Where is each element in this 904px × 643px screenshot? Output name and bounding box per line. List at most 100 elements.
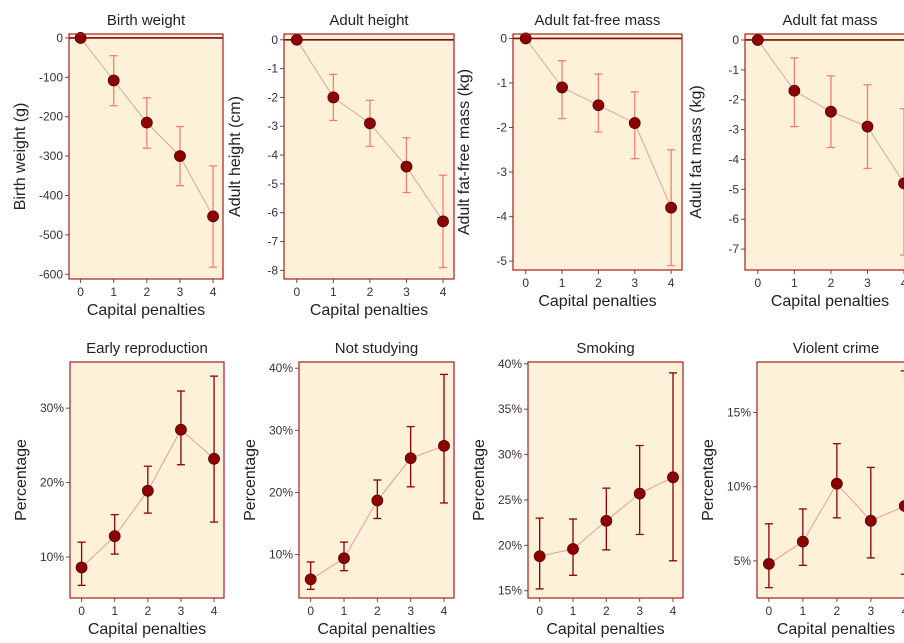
data-point xyxy=(831,478,842,489)
x-tick-label: 4 xyxy=(440,285,447,299)
y-tick-label: 15% xyxy=(727,405,751,419)
data-point xyxy=(634,488,645,499)
plot-background xyxy=(284,34,454,279)
y-tick-label: -3 xyxy=(728,123,739,137)
data-point xyxy=(534,551,545,562)
data-point xyxy=(629,118,640,129)
chart-panel-7: Smoking 15% 20% 25% 30% 35% 40% 0 1 2 3 4 Capital pe… xyxy=(471,340,683,638)
data-point xyxy=(208,211,219,222)
y-axis-label: Percentage xyxy=(13,439,30,521)
y-tick-label: -1 xyxy=(267,62,278,76)
y-tick-label: -300 xyxy=(39,149,63,163)
x-tick-label: 3 xyxy=(403,285,410,299)
x-tick-label: 0 xyxy=(522,276,529,290)
x-tick-label: 0 xyxy=(293,285,300,299)
y-tick-label: -6 xyxy=(728,212,739,226)
data-point xyxy=(666,202,677,213)
y-tick-label: 35% xyxy=(498,402,522,416)
chart-title: Violent crime xyxy=(793,340,879,357)
y-tick-label: 25% xyxy=(498,493,522,507)
y-tick-label: -500 xyxy=(39,228,63,242)
y-tick-label: 10% xyxy=(40,550,64,564)
y-tick-label: 30% xyxy=(40,401,64,415)
y-axis-label: Percentage xyxy=(242,439,259,521)
x-tick-label: 2 xyxy=(603,604,610,618)
y-tick-label: -200 xyxy=(39,110,63,124)
chart-panel-4: Adult fat mass 0 -1 -2 -3 -4 -5 -6 -7 0 1 2 3 4 Capita… xyxy=(688,12,904,310)
chart-title: Smoking xyxy=(576,340,634,357)
y-axis-label: Adult fat mass (kg) xyxy=(688,85,705,218)
chart-panel-2: Adult height 0 -1 -2 -3 -4 -5 -6 -7 -8 0 1 2 3 4 Capita… xyxy=(227,12,454,319)
data-point xyxy=(142,485,153,496)
x-tick-label: 2 xyxy=(834,604,841,618)
y-tick-label: -600 xyxy=(39,267,63,281)
x-tick-label: 3 xyxy=(864,276,871,290)
x-axis-label: Capital penalties xyxy=(777,621,895,638)
chart-panel-5: Early reproduction 10% 20% 30% 0 1 2 3 4 Capital … xyxy=(13,340,224,638)
y-tick-label: 0 xyxy=(732,33,739,47)
y-tick-label: -2 xyxy=(496,121,507,135)
x-tick-label: 1 xyxy=(110,285,117,299)
data-point xyxy=(601,515,612,526)
data-point xyxy=(141,117,152,128)
data-point xyxy=(328,92,339,103)
y-tick-label: -1 xyxy=(496,76,507,90)
x-tick-label: 0 xyxy=(78,604,85,618)
x-tick-label: 2 xyxy=(367,285,374,299)
y-tick-label: 40% xyxy=(498,357,522,371)
x-tick-label: 2 xyxy=(828,276,835,290)
data-point xyxy=(593,100,604,111)
x-tick-label: 3 xyxy=(631,276,638,290)
x-tick-label: 1 xyxy=(791,276,798,290)
chart-title: Early reproduction xyxy=(86,340,208,357)
data-point xyxy=(763,558,774,569)
chart-title: Birth weight xyxy=(107,12,186,29)
data-point xyxy=(364,118,375,129)
y-tick-label: 0 xyxy=(271,33,278,47)
y-tick-label: 0 xyxy=(56,31,63,45)
x-axis-label: Capital penalties xyxy=(771,293,889,310)
y-axis-label: Percentage xyxy=(471,439,488,521)
data-point xyxy=(305,574,316,585)
y-tick-label: -3 xyxy=(267,119,278,133)
data-point xyxy=(752,34,763,45)
plot-background xyxy=(528,362,683,598)
y-tick-label: 10% xyxy=(269,548,293,562)
data-point xyxy=(372,495,383,506)
x-tick-label: 4 xyxy=(210,285,217,299)
plot-background xyxy=(757,362,904,598)
x-tick-label: 0 xyxy=(536,604,543,618)
data-point xyxy=(568,543,579,554)
y-tick-label: 30% xyxy=(269,423,293,437)
y-axis-label: Adult fat-free mass (kg) xyxy=(456,69,473,235)
data-point xyxy=(175,424,186,435)
data-point xyxy=(108,75,119,86)
x-axis-label: Capital penalties xyxy=(538,293,656,310)
x-tick-label: 3 xyxy=(867,604,874,618)
x-tick-label: 1 xyxy=(111,604,118,618)
x-tick-label: 3 xyxy=(407,604,414,618)
y-tick-label: -6 xyxy=(267,206,278,220)
x-tick-label: 3 xyxy=(636,604,643,618)
y-tick-label: 10% xyxy=(727,480,751,494)
x-tick-label: 4 xyxy=(670,604,677,618)
data-point xyxy=(339,553,350,564)
y-tick-label: -2 xyxy=(267,90,278,104)
y-tick-label: -1 xyxy=(728,63,739,77)
x-tick-label: 1 xyxy=(330,285,337,299)
x-tick-label: 1 xyxy=(341,604,348,618)
y-tick-label: 20% xyxy=(498,538,522,552)
data-point xyxy=(209,453,220,464)
y-tick-label: 20% xyxy=(40,476,64,490)
chart-panel-8: Violent crime5%10%15%01234Capital penalt… xyxy=(700,340,904,638)
y-tick-label: -100 xyxy=(39,70,63,84)
data-point xyxy=(825,106,836,117)
chart-title: Adult fat-free mass xyxy=(535,12,661,29)
x-tick-label: 1 xyxy=(559,276,566,290)
chart-title: Adult fat mass xyxy=(782,12,877,29)
x-axis-label: Capital penalties xyxy=(87,302,205,319)
y-tick-label: -4 xyxy=(728,152,739,166)
chart-title: Not studying xyxy=(335,340,418,357)
x-tick-label: 2 xyxy=(143,285,150,299)
